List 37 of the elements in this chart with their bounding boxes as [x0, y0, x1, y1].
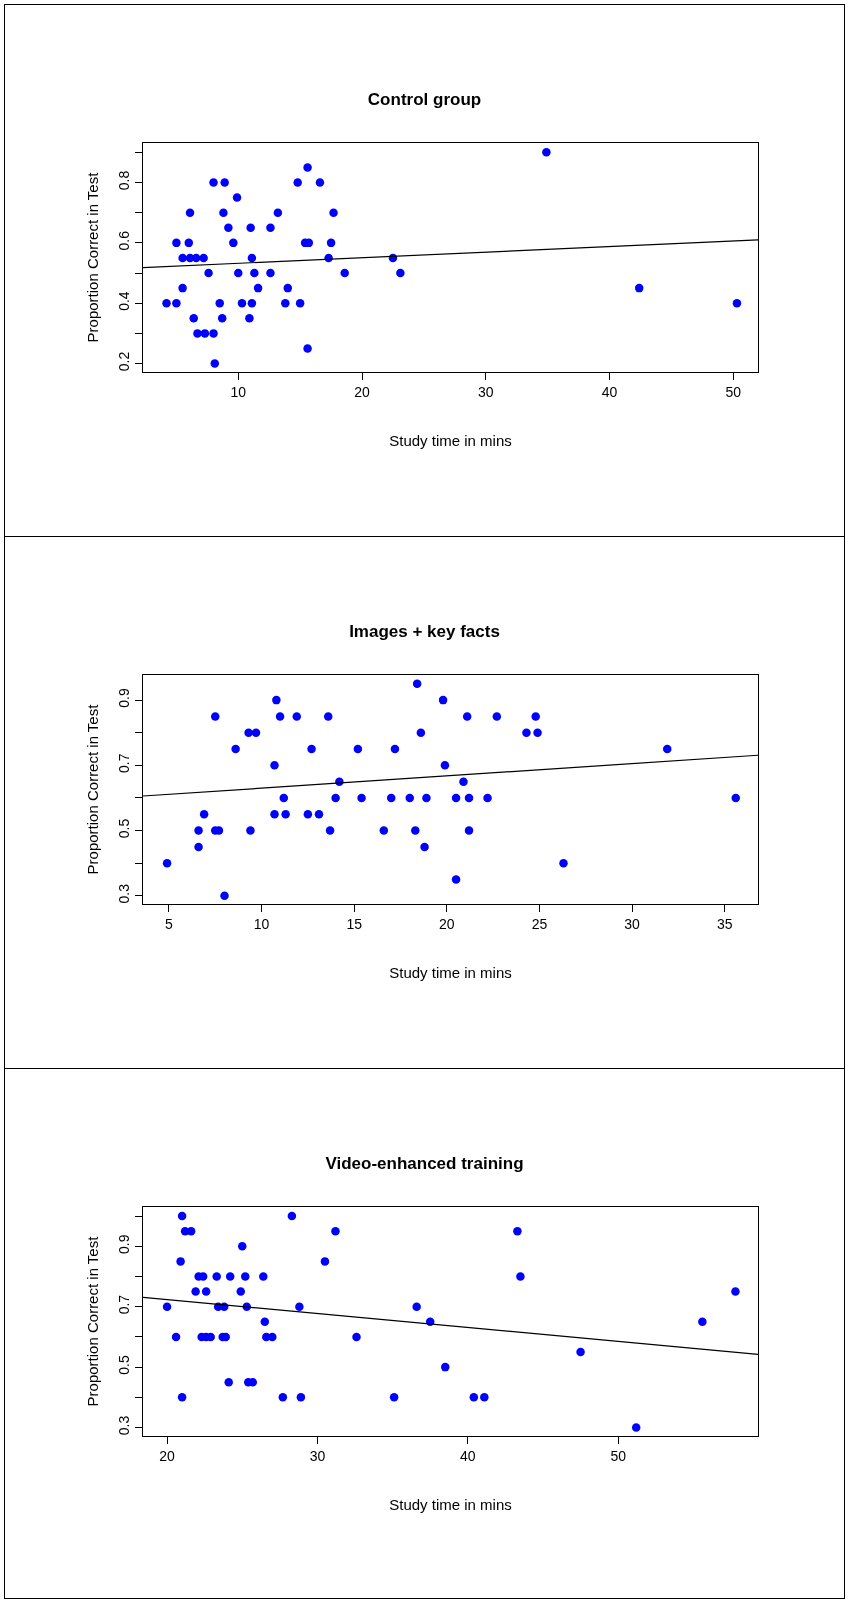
y-tick-label: 0.3 [116, 883, 133, 904]
x-tick-label: 30 [309, 1447, 326, 1464]
y-tick-label: 0.6 [116, 230, 133, 251]
y-tick-label: 0.8 [116, 170, 133, 191]
x-tick-label: 5 [165, 915, 174, 932]
x-tick-label: 25 [531, 915, 548, 932]
chart-title: Control group [367, 89, 482, 109]
chart-title: Images + key facts [349, 621, 500, 641]
x-tick-label: 50 [725, 383, 742, 400]
y-tick-label: 0.2 [116, 351, 133, 372]
x-tick-label: 30 [624, 915, 641, 932]
y-axis-title: Proportion Correct in Test [83, 171, 101, 343]
y-axis-title: Proportion Correct in Test [83, 703, 101, 875]
y-axis-title: Proportion Correct in Test [83, 1235, 101, 1407]
y-tick-label: 0.5 [116, 1355, 133, 1375]
y-tick-label: 0.7 [116, 753, 133, 773]
x-tick-label: 20 [439, 915, 455, 932]
x-tick-label: 30 [477, 383, 494, 400]
x-tick-label: 40 [460, 1447, 476, 1464]
x-axis-title: Study time in mins [389, 1495, 512, 1513]
y-tick-label: 0.3 [116, 1415, 133, 1436]
x-tick-label: 20 [159, 1447, 176, 1464]
x-tick-label: 50 [610, 1447, 627, 1464]
x-tick-label: 20 [354, 383, 371, 400]
y-tick-label: 0.9 [116, 688, 133, 708]
x-tick-label: 10 [230, 383, 247, 400]
x-axis-title: Study time in mins [389, 431, 512, 449]
x-tick-label: 10 [253, 915, 270, 932]
x-tick-label: 15 [346, 915, 363, 932]
y-tick-label: 0.5 [116, 818, 133, 839]
x-tick-label: 40 [601, 383, 618, 400]
y-tick-label: 0.9 [116, 1234, 133, 1254]
y-tick-label: 0.4 [116, 291, 133, 311]
chart-title: Video-enhanced training [325, 1153, 524, 1173]
x-tick-label: 35 [716, 915, 733, 932]
y-tick-label: 0.7 [116, 1294, 133, 1315]
x-axis-title: Study time in mins [389, 963, 512, 981]
